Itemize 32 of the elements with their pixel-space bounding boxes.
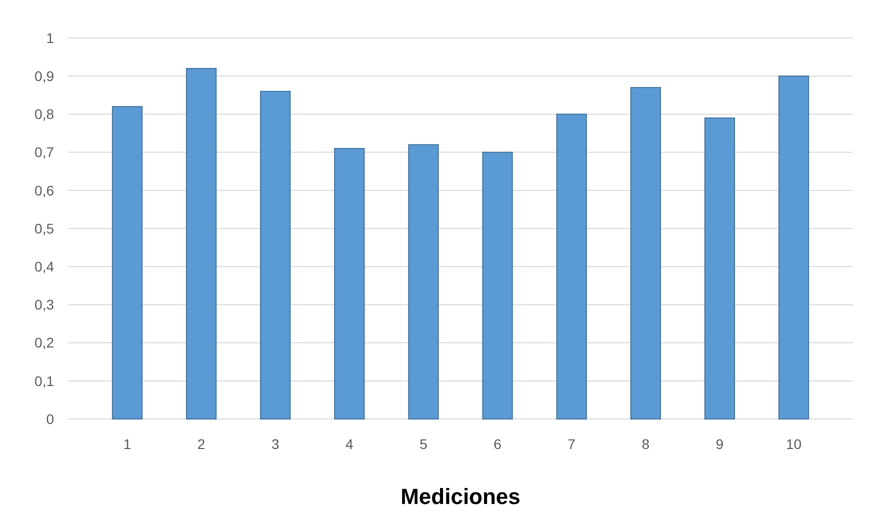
x-tick-label: 5 xyxy=(420,436,428,452)
x-tick-label: 4 xyxy=(346,436,354,452)
y-tick-label: 1 xyxy=(46,30,54,46)
y-tick-label: 0,7 xyxy=(34,144,54,160)
y-tick-label: 0,5 xyxy=(34,220,54,236)
y-tick-label: 0,8 xyxy=(34,106,54,122)
bar xyxy=(778,76,810,420)
x-tick-label: 3 xyxy=(271,436,280,452)
y-tick-label: 0,6 xyxy=(34,182,54,198)
y-tick-label: 0,4 xyxy=(34,258,54,274)
y-tick-label: 0,2 xyxy=(34,334,54,351)
x-tick-label: 8 xyxy=(642,436,650,452)
bar xyxy=(334,148,365,420)
bar xyxy=(704,118,736,420)
y-tick-label: 0,1 xyxy=(34,372,54,389)
bar xyxy=(482,152,513,420)
bar xyxy=(186,68,217,420)
bar xyxy=(556,114,587,420)
x-tick-label: 7 xyxy=(568,436,576,452)
x-tick-label: 9 xyxy=(716,436,724,452)
bar xyxy=(630,87,661,420)
x-tick-label: 6 xyxy=(494,436,502,452)
x-axis-title: Mediciones xyxy=(400,484,520,509)
y-tick-label: 0 xyxy=(46,410,54,427)
x-tick-label: 10 xyxy=(786,436,802,452)
x-tick-label: 1 xyxy=(123,436,132,452)
y-tick-label: 0,9 xyxy=(34,68,54,84)
bar xyxy=(112,106,143,420)
bar xyxy=(260,90,291,420)
x-tick-label: 2 xyxy=(197,436,206,452)
y-tick-label: 0,3 xyxy=(34,296,54,313)
bar xyxy=(408,144,439,420)
